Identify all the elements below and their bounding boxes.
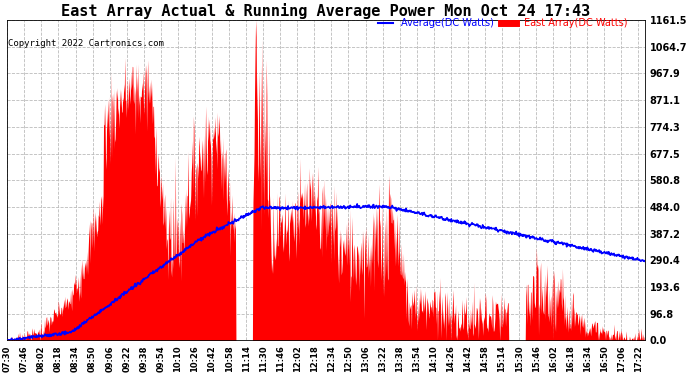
Legend: Average(DC Watts), East Array(DC Watts): Average(DC Watts), East Array(DC Watts) [378,18,627,28]
Text: Copyright 2022 Cartronics.com: Copyright 2022 Cartronics.com [8,39,164,48]
Title: East Array Actual & Running Average Power Mon Oct 24 17:43: East Array Actual & Running Average Powe… [61,3,591,19]
